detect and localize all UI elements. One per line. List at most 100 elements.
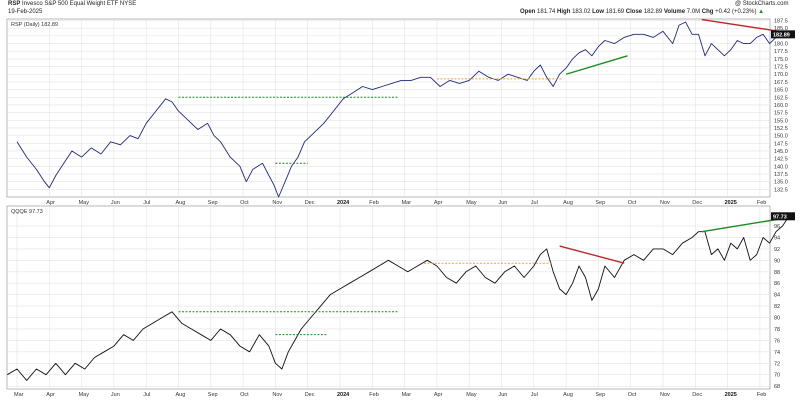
price-y-tick-label: 135.0 bbox=[774, 180, 788, 186]
qqqe-y-tick-label: 78 bbox=[774, 327, 780, 333]
qqqe-frame bbox=[6, 205, 771, 390]
price-x-tick-label: Apr bbox=[46, 200, 55, 206]
price-series-line bbox=[16, 21, 790, 198]
price-y-tick-label: 157.5 bbox=[774, 111, 788, 117]
qqqe-panel: 68 70 72 74 76 78 80 82 84 86 88 90 92 94 96 Mar Apr May J… bbox=[6, 205, 795, 398]
price-y-tick-label: 137.5 bbox=[774, 172, 788, 178]
price-last-value-tag bbox=[771, 30, 795, 39]
low-value: 181.69 bbox=[605, 9, 625, 15]
price-x-tick-label: Jul bbox=[143, 200, 150, 206]
qqqe-legend: QQQE 97.73 bbox=[11, 209, 43, 215]
qqqe-y-tick-label: 94 bbox=[774, 235, 780, 241]
qqqe-y-tick-label: 82 bbox=[774, 304, 780, 310]
price-y-tick-label: 147.5 bbox=[774, 141, 788, 147]
price-x-tick-label: Aug bbox=[563, 200, 573, 206]
qqqe-x-tick-label: Oct bbox=[628, 392, 637, 398]
qqqe-x-tick-label: 2024 bbox=[337, 392, 350, 398]
qqqe-y-tick-label: 90 bbox=[774, 258, 780, 264]
qqqe-y-tick-label: 68 bbox=[774, 384, 780, 390]
qqqe-y-tick-label: 76 bbox=[774, 338, 780, 344]
price-x-tick-label: Jun bbox=[111, 200, 120, 206]
qqqe-x-tick-label: Jun bbox=[499, 392, 508, 398]
qqqe-last-value-label: 97.73 bbox=[773, 214, 787, 220]
qqqe-y-tick-label: 80 bbox=[774, 316, 780, 322]
price-x-tick-label: May bbox=[79, 200, 90, 206]
close-value: 182.89 bbox=[643, 9, 663, 15]
price-x-tick-label: Feb bbox=[369, 200, 378, 206]
qqqe-x-tick-label: Apr bbox=[434, 392, 443, 398]
qqqe-y-tick-label: 70 bbox=[774, 373, 780, 379]
price-trendline-green bbox=[565, 55, 628, 75]
price-x-tick-label: Feb bbox=[757, 200, 766, 206]
price-x-tick-label: Oct bbox=[628, 200, 637, 206]
qqqe-trendline-red bbox=[559, 245, 625, 264]
qqqe-x-tick-label: May bbox=[79, 392, 90, 398]
qqqe-x-tick-label: Mar bbox=[402, 392, 412, 398]
qqqe-y-tick-label: 92 bbox=[774, 247, 780, 253]
price-y-tick-label: 150.0 bbox=[774, 134, 788, 140]
price-y-tick-label: 167.5 bbox=[774, 80, 788, 86]
price-x-tick-label: Jul bbox=[531, 200, 538, 206]
price-x-tick-label: May bbox=[466, 200, 477, 206]
price-y-tick-label: 170.0 bbox=[774, 72, 788, 78]
price-y-tick-label: 145.0 bbox=[774, 149, 788, 155]
price-y-tick-label: 152.5 bbox=[774, 126, 788, 132]
price-y-tick-label: 175.0 bbox=[774, 57, 788, 63]
volume-value: 7.0M bbox=[686, 9, 701, 15]
ohlc-line: Open 181.74 High 183.02 Low 181.69 Close… bbox=[520, 9, 765, 15]
up-arrow-icon: ▲ bbox=[758, 9, 765, 15]
price-x-tick-label: Dec bbox=[692, 200, 702, 206]
qqqe-x-tick-label: Sep bbox=[208, 392, 218, 398]
price-y-tick-label: 165.0 bbox=[774, 88, 788, 94]
price-x-tick-label: Sep bbox=[595, 200, 605, 206]
qqqe-x-tick-label: Oct bbox=[240, 392, 249, 398]
qqqe-y-tick-label: 74 bbox=[774, 350, 780, 356]
price-x-tick-label: Oct bbox=[240, 200, 249, 206]
credit-label: @ StockCharts.com bbox=[735, 1, 789, 7]
price-y-tick-label: 172.5 bbox=[774, 65, 788, 71]
price-y-tick-label: 155.0 bbox=[774, 118, 788, 124]
high-value: 183.02 bbox=[572, 9, 591, 15]
qqqe-x-tick-label: Jul bbox=[531, 392, 538, 398]
change-value: +0.42 (+0.23%) bbox=[715, 9, 757, 15]
exchange-label: NYSE bbox=[119, 1, 137, 7]
qqqe-x-tick-label: Aug bbox=[176, 392, 186, 398]
qqqe-y-tick-label: 88 bbox=[774, 270, 780, 276]
price-frame bbox=[6, 18, 771, 198]
qqqe-x-tick-label: Feb bbox=[757, 392, 766, 398]
qqqe-y-tick-label: 72 bbox=[774, 361, 780, 367]
price-y-tick-label: 187.5 bbox=[774, 19, 788, 25]
qqqe-x-tick-label: Mar bbox=[14, 392, 24, 398]
qqqe-x-tick-label: Feb bbox=[369, 392, 378, 398]
qqqe-x-tick-label: Sep bbox=[595, 392, 605, 398]
qqqe-x-tick-label: Apr bbox=[46, 392, 55, 398]
qqqe-x-tick-label: May bbox=[466, 392, 477, 398]
qqqe-x-tick-label: Jul bbox=[143, 392, 150, 398]
price-x-tick-label: Jun bbox=[499, 200, 508, 206]
price-x-tick-label: 2025 bbox=[725, 200, 737, 206]
qqqe-x-tick-label: Jun bbox=[111, 392, 120, 398]
price-last-value-label: 182.89 bbox=[773, 33, 790, 39]
qqqe-y-tick-label: 86 bbox=[774, 281, 780, 287]
qqqe-x-tick-label: Nov bbox=[660, 392, 670, 398]
price-x-tick-label: Sep bbox=[208, 200, 218, 206]
qqqe-y-tick-label: 84 bbox=[774, 293, 780, 299]
ticker-symbol: RSP bbox=[8, 1, 21, 7]
qqqe-x-tick-label: Nov bbox=[272, 392, 282, 398]
price-y-tick-label: 142.5 bbox=[774, 157, 788, 163]
price-y-tick-label: 177.5 bbox=[774, 49, 788, 55]
price-x-tick-label: 2024 bbox=[337, 200, 350, 206]
price-x-tick-label: Nov bbox=[272, 200, 282, 206]
price-y-tick-label: 180.0 bbox=[774, 42, 788, 48]
qqqe-x-tick-label: Dec bbox=[692, 392, 702, 398]
price-y-tick-label: 160.0 bbox=[774, 103, 788, 109]
qqqe-y-tick-label: 96 bbox=[774, 224, 780, 230]
qqqe-x-tick-label: Aug bbox=[563, 392, 573, 398]
price-x-tick-label: Apr bbox=[434, 200, 443, 206]
price-y-tick-label: 185.0 bbox=[774, 26, 788, 32]
price-x-tick-label: Aug bbox=[176, 200, 186, 206]
chart-date: 19-Feb-2025 bbox=[8, 9, 43, 15]
price-y-tick-label: 132.5 bbox=[774, 187, 788, 193]
